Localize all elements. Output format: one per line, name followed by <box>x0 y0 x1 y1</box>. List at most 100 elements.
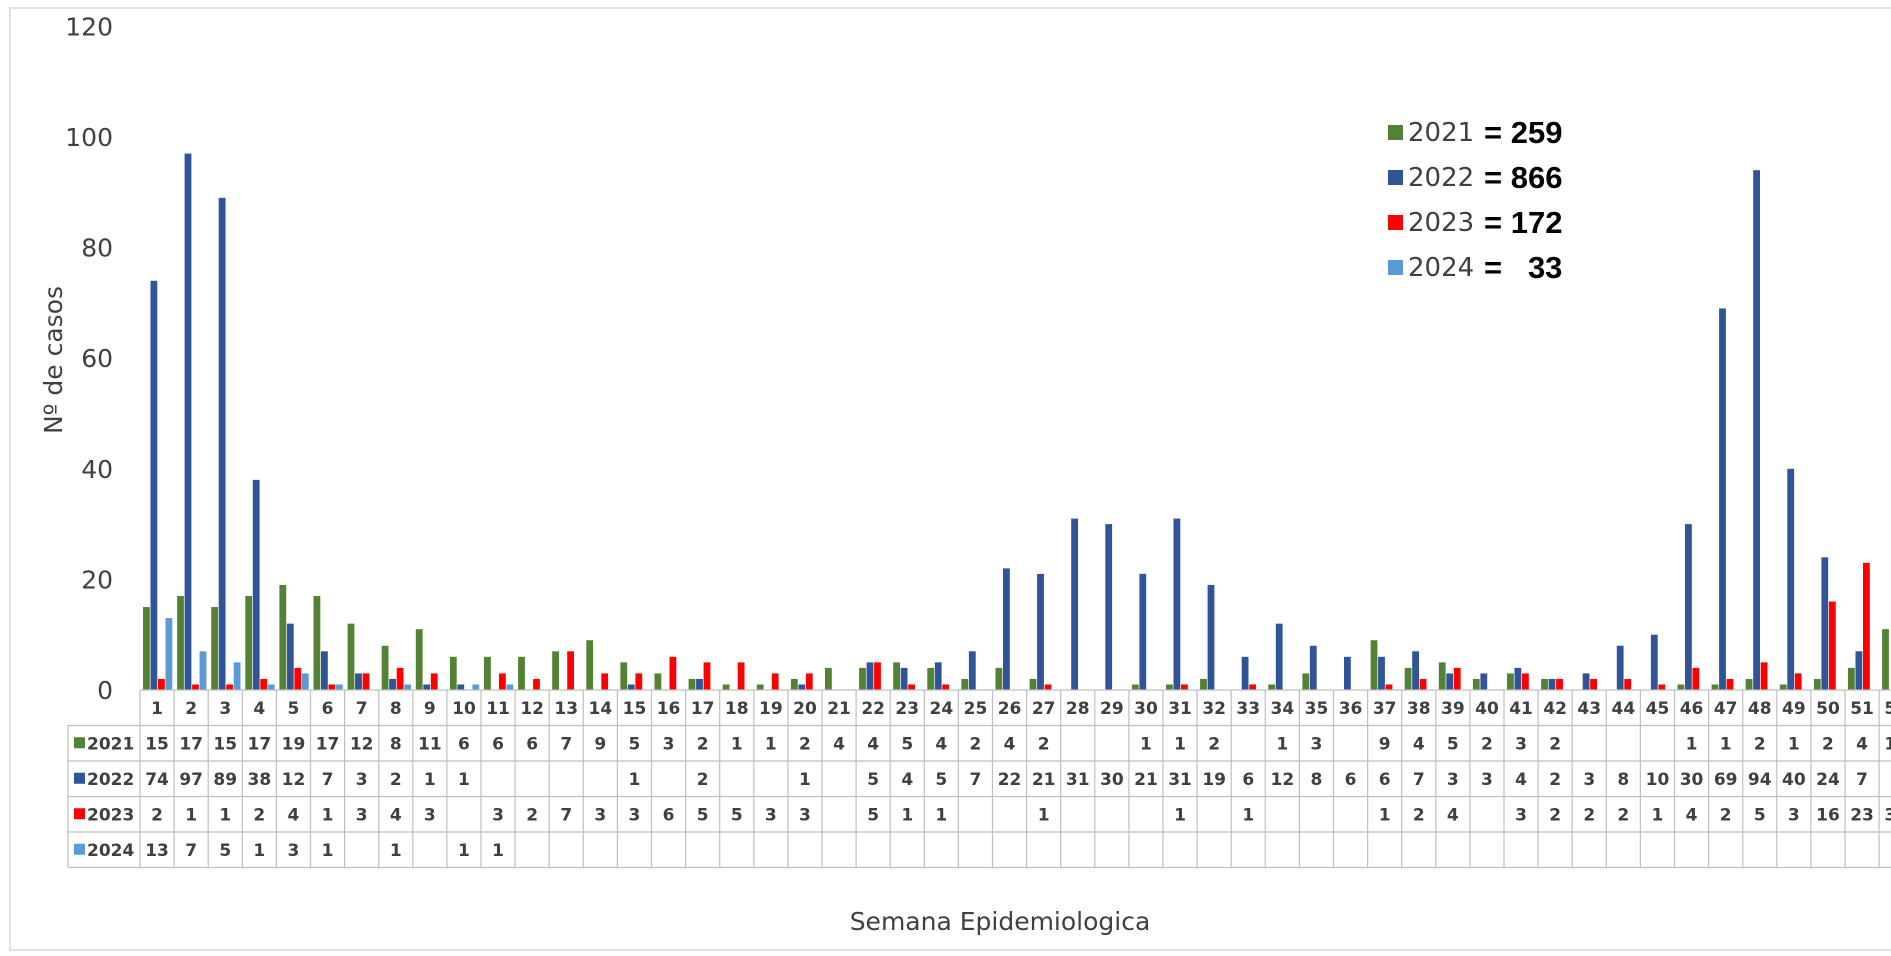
table-cell-value: 2 <box>1549 805 1561 825</box>
table-cell-value: 7 <box>560 805 572 825</box>
bar-2023-week-50 <box>1828 601 1836 690</box>
bar-2021-week-22 <box>859 667 866 690</box>
y-tick-label: 0 <box>97 676 113 705</box>
bar-2023-week-7 <box>362 673 370 690</box>
table-cell-value: 5 <box>867 805 879 825</box>
bar-2023-week-31 <box>1181 684 1188 690</box>
bar-2022-week-51 <box>1855 651 1863 690</box>
bar-2022-week-6 <box>321 651 328 690</box>
bar-2022-week-49 <box>1787 468 1795 690</box>
y-tick-label: 60 <box>81 344 113 373</box>
x-tick-label: 19 <box>759 699 783 719</box>
x-tick-label: 32 <box>1202 699 1226 719</box>
x-tick-label: 25 <box>964 699 988 719</box>
table-cell-value: 5 <box>1754 805 1766 825</box>
table-cell-value: 6 <box>458 734 470 754</box>
bar-2021-week-34 <box>1268 684 1276 690</box>
x-tick-label: 8 <box>390 699 402 719</box>
y-tick-label: 100 <box>65 123 113 152</box>
table-cell-value: 2 <box>1720 805 1732 825</box>
table-cell-value: 1 <box>1174 805 1186 825</box>
table-cell-value: 30 <box>1100 770 1124 790</box>
bar-2023-week-48 <box>1760 662 1768 690</box>
table-cell-value: 3 <box>1788 805 1800 825</box>
x-tick-label: 18 <box>725 699 749 719</box>
bar-2023-week-33 <box>1249 684 1256 690</box>
bar-2021-week-47 <box>1711 684 1719 690</box>
table-cell-value: 2 <box>970 734 982 754</box>
table-cell-value: 2 <box>1754 734 1766 754</box>
bar-2022-week-1 <box>150 280 158 690</box>
table-cell-value: 5 <box>901 734 913 754</box>
bar-2023-week-6 <box>328 684 336 690</box>
bar-2022-week-10 <box>457 684 465 690</box>
bar-2022-week-15 <box>627 684 635 690</box>
table-cell-value: 2 <box>697 770 709 790</box>
bar-2022-week-3 <box>218 197 226 690</box>
bar-2022-week-31 <box>1173 518 1181 690</box>
bar-2021-week-39 <box>1438 662 1446 690</box>
table-cell-value: 74 <box>145 770 169 790</box>
x-tick-label: 47 <box>1714 699 1738 719</box>
table-cell-value: 1 <box>1140 734 1152 754</box>
table-cell-value: 2 <box>1822 734 1834 754</box>
bar-2022-week-9 <box>423 684 431 690</box>
table-cell-value: 5 <box>1447 734 1459 754</box>
table-series-label: 2022 <box>87 770 134 790</box>
table-cell-value: 7 <box>560 734 572 754</box>
bar-2021-week-25 <box>961 678 969 690</box>
table-cell-value: 4 <box>1004 734 1016 754</box>
table-cell-value: 15 <box>213 734 237 754</box>
bar-2023-week-43 <box>1590 678 1597 690</box>
bar-2021-week-10 <box>449 656 457 690</box>
bar-2022-week-36 <box>1344 656 1351 690</box>
table-cell-value: 2 <box>253 805 265 825</box>
table-cell-value: 7 <box>1856 770 1868 790</box>
bar-2021-week-27 <box>1029 678 1037 690</box>
bar-2022-week-43 <box>1582 673 1590 690</box>
table-cell-value: 3 <box>1515 805 1527 825</box>
table-cell-value: 16 <box>1816 805 1840 825</box>
bar-2022-week-24 <box>934 662 942 690</box>
legend: 2021 = 259 2022 = 866 2023 = 172 2024 = 33 <box>1388 115 1562 285</box>
bar-2021-week-30 <box>1131 684 1139 690</box>
legend-total: = 172 <box>1484 205 1562 240</box>
bar-2023-week-14 <box>601 673 609 690</box>
bar-2024-week-4 <box>267 684 275 690</box>
x-tick-label: 4 <box>253 699 265 719</box>
table-cell-value: 21 <box>1134 770 1158 790</box>
bar-2022-week-20 <box>798 684 806 690</box>
table-cell-value: 1 <box>731 734 743 754</box>
table-cell-value: 11 <box>1884 734 1891 754</box>
table-series-label: 2023 <box>87 805 134 825</box>
table-cell-value: 1 <box>935 805 947 825</box>
bar-2023-week-51 <box>1863 562 1870 690</box>
table-cell-value: 3 <box>356 805 368 825</box>
table-cell-value: 2 <box>799 734 811 754</box>
table-cell-value: 2 <box>1583 805 1595 825</box>
bar-2023-week-49 <box>1794 673 1802 690</box>
bar-2023-week-5 <box>294 667 302 690</box>
table-cell-value: 17 <box>248 734 272 754</box>
table-cell-value: 24 <box>1816 770 1840 790</box>
table-cell-value: 7 <box>322 770 334 790</box>
bar-2022-week-33 <box>1241 656 1249 690</box>
table-cell-value: 94 <box>1748 770 1772 790</box>
bar-2021-week-8 <box>381 645 389 690</box>
bar-2021-week-21 <box>825 667 832 690</box>
table-cell-value: 3 <box>629 805 641 825</box>
x-tick-label: 7 <box>356 699 368 719</box>
bar-2022-week-28 <box>1071 518 1078 690</box>
bar-2023-week-8 <box>396 667 404 690</box>
table-legend-key <box>74 772 85 784</box>
table-cell-value: 2 <box>1617 805 1629 825</box>
table-cell-value: 5 <box>731 805 743 825</box>
x-tick-label: 6 <box>322 699 334 719</box>
table-legend-key <box>74 737 85 749</box>
table-cell-value: 4 <box>1686 805 1698 825</box>
bar-2021-week-41 <box>1507 673 1514 690</box>
table-cell-value: 3 <box>1583 770 1595 790</box>
bar-2023-week-37 <box>1385 684 1393 690</box>
x-tick-label: 14 <box>589 699 613 719</box>
